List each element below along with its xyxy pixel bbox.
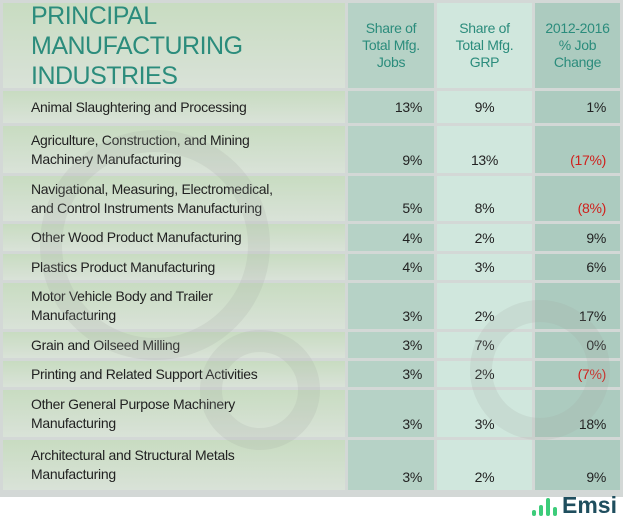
logo-bars-icon [532,498,558,516]
grp-cell: 8% [437,176,532,221]
industry-cell: Other General Purpose Machinery Manufact… [3,390,345,437]
industry-cell: Architectural and Structural Metals Manu… [3,440,345,490]
jobs-cell: 3% [348,283,434,329]
jobs-cell: 5% [348,176,434,221]
industry-cell: Agriculture, Construction, and Mining Ma… [3,126,345,173]
header-grp: Share of Total Mfg. GRP [437,3,532,88]
industry-cell: Animal Slaughtering and Processing [3,91,345,123]
change-cell: 18% [535,390,620,437]
change-cell: 9% [535,224,620,251]
grp-cell: 2% [437,283,532,329]
title-text: PRINCIPAL MANUFACTURING INDUSTRIES [31,1,243,90]
industry-cell: Printing and Related Support Activities [3,361,345,387]
grp-cell: 7% [437,332,532,358]
industry-cell: Navigational, Measuring, Electromedical,… [3,176,345,221]
logo-text: Emsi [562,492,617,518]
change-cell: (8%) [535,176,620,221]
industry-cell: Plastics Product Manufacturing [3,254,345,280]
grp-cell: 9% [437,91,532,123]
jobs-cell: 3% [348,440,434,490]
jobs-cell: 4% [348,224,434,251]
change-cell: 17% [535,283,620,329]
table-title: PRINCIPAL MANUFACTURING INDUSTRIES [3,1,345,90]
grp-cell: 2% [437,440,532,490]
change-cell: (7%) [535,361,620,387]
change-cell: 6% [535,254,620,280]
grp-cell: 2% [437,224,532,251]
industry-cell: Grain and Oilseed Milling [3,332,345,358]
industry-cell: Motor Vehicle Body and Trailer Manufactu… [3,283,345,329]
jobs-cell: 13% [348,91,434,123]
header-jobs: Share of Total Mfg. Jobs [348,3,434,88]
grp-cell: 2% [437,361,532,387]
industry-cell: Other Wood Product Manufacturing [3,224,345,251]
jobs-cell: 3% [348,390,434,437]
change-cell: (17%) [535,126,620,173]
jobs-cell: 3% [348,361,434,387]
grp-cell: 3% [437,254,532,280]
jobs-cell: 9% [348,126,434,173]
emsi-logo: Emsi [532,492,617,519]
change-cell: 0% [535,332,620,358]
grp-cell: 13% [437,126,532,173]
industries-table: PRINCIPAL MANUFACTURING INDUSTRIES Share… [0,0,623,497]
jobs-cell: 4% [348,254,434,280]
header-change: 2012-2016 % Job Change [535,3,620,88]
jobs-cell: 3% [348,332,434,358]
change-cell: 9% [535,440,620,490]
grp-cell: 3% [437,390,532,437]
change-cell: 1% [535,91,620,123]
